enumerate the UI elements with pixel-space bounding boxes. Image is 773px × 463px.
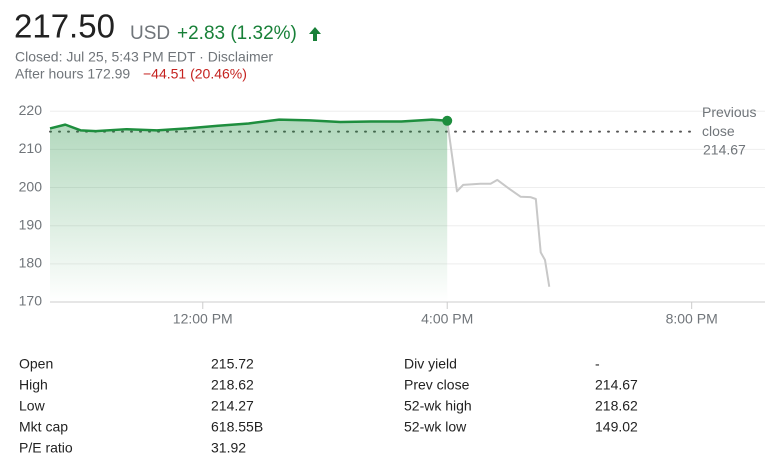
price-change: +2.83 (1.32%) (177, 23, 297, 44)
up-arrow-icon (309, 27, 321, 41)
previous-close-value: 214.67 (703, 142, 746, 158)
y-tick-label: 200 (19, 178, 43, 194)
stat-label: Open (19, 356, 53, 372)
market-status: Closed: Jul 25, 5:43 PM EDT · Disclaimer (15, 49, 273, 65)
x-tick-label: 8:00 PM (666, 311, 718, 327)
after-hours: After hours 172.99 (15, 66, 130, 82)
stat-label: Prev close (404, 377, 470, 393)
y-tick-label: 210 (19, 140, 43, 156)
currency: USD (130, 23, 170, 44)
y-tick-label: 180 (19, 255, 43, 271)
price: 217.50 (14, 8, 115, 45)
x-tick-label: 12:00 PM (173, 311, 233, 327)
stat-value: 214.27 (211, 398, 254, 414)
area-fill (50, 119, 448, 302)
stat-label: 52-wk high (404, 398, 472, 414)
price-line (49, 118, 448, 133)
y-tick-label: 190 (19, 216, 43, 232)
after-hours-change: −44.51 (20.46%) (143, 66, 247, 82)
y-tick-label: 220 (19, 102, 43, 118)
previous-close-label: Previous close (702, 104, 757, 139)
stat-label: High (19, 377, 48, 393)
stat-value: 618.55B (211, 419, 263, 435)
x-tick-label: 4:00 PM (421, 311, 473, 327)
stat-value: 214.67 (595, 377, 638, 393)
stat-label: P/E ratio (19, 440, 73, 456)
stat-label: Div yield (404, 356, 457, 372)
stat-value: 218.62 (595, 398, 638, 414)
y-tick-label: 170 (19, 293, 43, 309)
stat-value: - (595, 356, 600, 372)
stat-value: 149.02 (595, 419, 638, 435)
stat-value: 215.72 (211, 356, 254, 372)
stat-value: 31.92 (211, 440, 246, 456)
price-line (446, 120, 551, 287)
stat-label: Mkt cap (19, 419, 68, 435)
close-dot (442, 115, 453, 126)
stat-value: 218.62 (211, 377, 254, 393)
stat-label: 52-wk low (404, 419, 467, 435)
stat-label: Low (19, 398, 46, 414)
